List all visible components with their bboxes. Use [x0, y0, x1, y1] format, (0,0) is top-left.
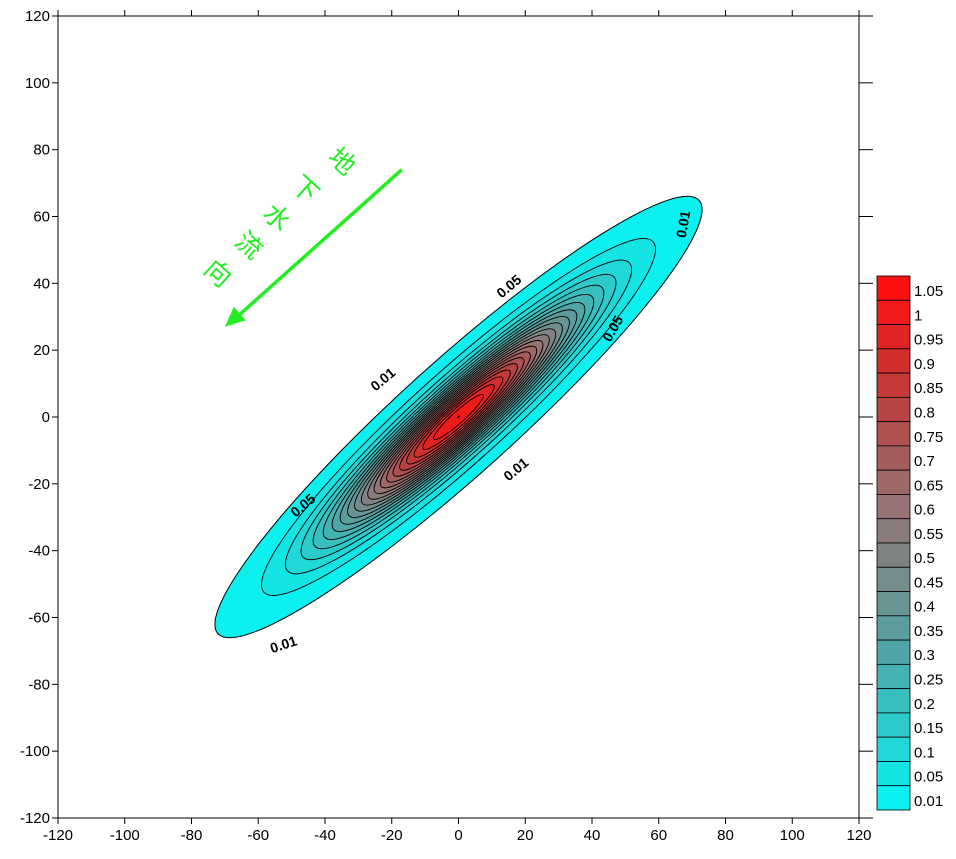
- contour-label: 0.01: [367, 364, 398, 394]
- colorbar-cell: [876, 566, 911, 592]
- x-tick-label: -40: [314, 827, 336, 844]
- colorbar-label: 0.95: [914, 332, 943, 349]
- x-tick-label: -120: [43, 827, 73, 844]
- x-tick-label: 40: [584, 827, 601, 844]
- colorbar-label: 0.45: [914, 574, 943, 591]
- x-tick-label: 0: [454, 827, 462, 844]
- y-tick-label: 100: [25, 75, 50, 92]
- y-tick-label: -60: [28, 610, 50, 627]
- contour-band: [456, 415, 461, 419]
- y-tick-label: 20: [33, 342, 50, 359]
- x-tick-label: -20: [381, 827, 403, 844]
- flow-arrow-head: [224, 306, 246, 327]
- y-tick-label: 0: [42, 409, 50, 426]
- axes: -120 -100 -80 -60 -40 -20 0 20 40 60 80 100 120 -120 -…: [20, 8, 873, 844]
- colorbar-label: 0.1: [914, 744, 935, 761]
- colorbar-cell: [876, 688, 911, 714]
- colorbar-cell: [876, 275, 911, 301]
- colorbar-label: 1.05: [914, 283, 943, 300]
- flow-char: 水: [257, 198, 296, 238]
- x-tick-label: 20: [517, 827, 534, 844]
- y-tick-label: 120: [25, 8, 50, 25]
- contour-label: 0.01: [500, 454, 531, 484]
- colorbar-cell: [876, 396, 911, 423]
- flow-char: 地: [322, 142, 361, 182]
- colorbar-cell: [876, 712, 911, 738]
- contour-label: 0.01: [673, 209, 694, 239]
- flow-char: 流: [229, 226, 268, 266]
- colorbar-cell: [876, 324, 911, 350]
- colorbar-label: 0.85: [914, 380, 943, 397]
- plume-contours: [214, 195, 703, 639]
- flow-char: 向: [198, 254, 237, 294]
- colorbar-label: 0.5: [914, 550, 935, 567]
- flow-char: 下: [285, 170, 324, 210]
- colorbar-label: 0.55: [914, 526, 943, 543]
- colorbar-cell: [876, 785, 911, 811]
- x-tick-label: -100: [110, 827, 140, 844]
- colorbar-cell: [876, 615, 911, 641]
- colorbar-cell: [876, 542, 911, 568]
- y-tick-label: 60: [33, 209, 50, 226]
- flow-direction-annotation: 地 下 水 流 向: [198, 142, 403, 327]
- colorbar-label: 0.6: [914, 502, 935, 519]
- colorbar-cell: [876, 348, 911, 374]
- x-tick-label: 60: [650, 827, 667, 844]
- colorbar-label: 0.01: [914, 793, 943, 810]
- y-tick-label: 40: [33, 275, 50, 292]
- colorbar-label: 0.15: [914, 720, 943, 737]
- contour-label: 0.01: [268, 632, 299, 656]
- colorbar-cell: [876, 299, 911, 325]
- colorbar-label: 0.05: [914, 769, 943, 786]
- colorbar-label: 0.2: [914, 696, 935, 713]
- colorbar-cell: [876, 591, 911, 617]
- colorbar-cell: [876, 445, 911, 471]
- y-tick-label: -120: [20, 810, 50, 827]
- x-tick-label: -60: [247, 827, 269, 844]
- colorbar-cell: [876, 421, 911, 447]
- flow-arrow-shaft: [233, 168, 403, 321]
- y-tick-label: -80: [28, 676, 50, 693]
- colorbar-cell: [876, 518, 911, 544]
- colorbar-cell: [876, 736, 911, 762]
- colorbar-label: 1: [914, 307, 922, 324]
- colorbar-cell: [876, 469, 911, 495]
- colorbar-label: 0.7: [914, 453, 935, 470]
- colorbar-label: 0.8: [914, 405, 935, 422]
- colorbar-cell: [876, 494, 911, 520]
- colorbar-label: 0.65: [914, 477, 943, 494]
- y-tick-label: -20: [28, 476, 50, 493]
- colorbar: 1.05 1 0.95 0.9 0.85 0.8 0.75 0.7 0.65 0.6 0.55 0.5…: [876, 275, 943, 811]
- colorbar-label: 0.3: [914, 647, 935, 664]
- colorbar-cell: [876, 761, 911, 787]
- x-tick-label: 80: [717, 827, 734, 844]
- colorbar-cell: [876, 663, 911, 690]
- colorbar-label: 0.75: [914, 429, 943, 446]
- y-tick-label: 80: [33, 142, 50, 159]
- x-tick-label: 100: [780, 827, 805, 844]
- colorbar-cell: [876, 639, 911, 665]
- colorbar-label: 0.9: [914, 356, 935, 373]
- colorbar-cell: [876, 372, 911, 398]
- y-tick-label: -100: [20, 743, 50, 760]
- x-tick-label: 120: [846, 827, 871, 844]
- colorbar-label: 0.25: [914, 672, 943, 689]
- colorbar-label: 0.35: [914, 623, 943, 640]
- colorbar-label: 0.4: [914, 599, 935, 616]
- x-tick-label: -80: [181, 827, 203, 844]
- y-tick-label: -40: [28, 543, 50, 560]
